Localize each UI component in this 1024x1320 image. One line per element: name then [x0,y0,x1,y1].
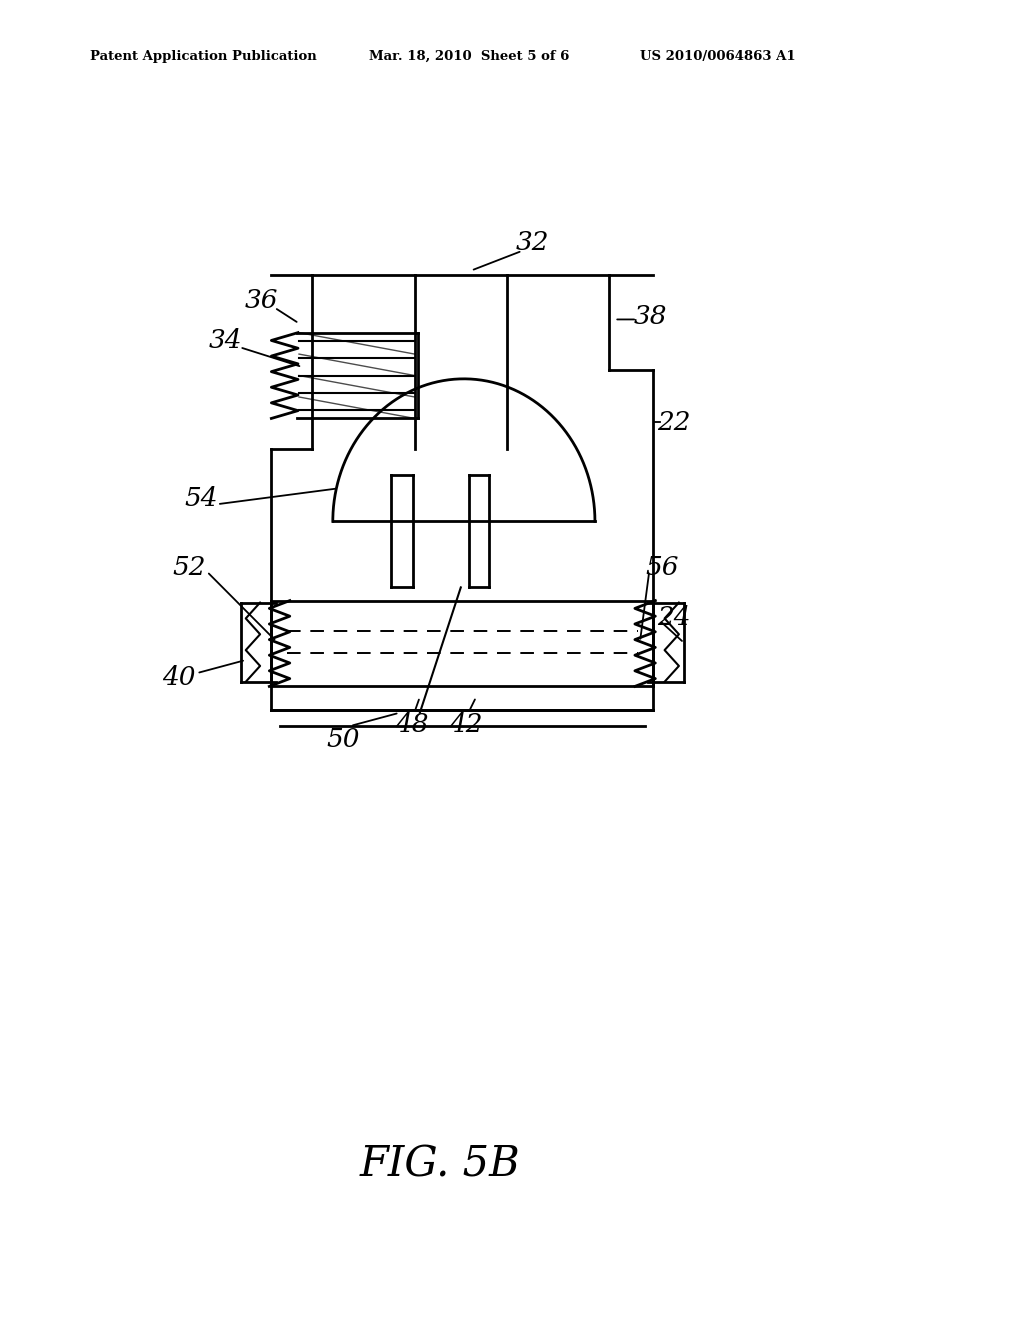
Text: 56: 56 [646,556,679,579]
Text: 38: 38 [634,305,667,329]
Text: 24: 24 [657,606,690,630]
Text: US 2010/0064863 A1: US 2010/0064863 A1 [640,50,796,63]
Text: 32: 32 [516,231,549,255]
Text: 22: 22 [657,411,690,434]
Text: 36: 36 [245,289,278,313]
Text: FIG. 5B: FIG. 5B [360,1143,520,1185]
Text: 40: 40 [163,665,196,689]
Text: Mar. 18, 2010  Sheet 5 of 6: Mar. 18, 2010 Sheet 5 of 6 [369,50,569,63]
Text: 48: 48 [395,713,428,737]
Text: 34: 34 [209,329,242,352]
Text: 52: 52 [173,556,206,579]
Text: Patent Application Publication: Patent Application Publication [90,50,316,63]
Text: 50: 50 [327,727,359,751]
Text: 54: 54 [184,487,217,511]
Text: 42: 42 [450,713,482,737]
